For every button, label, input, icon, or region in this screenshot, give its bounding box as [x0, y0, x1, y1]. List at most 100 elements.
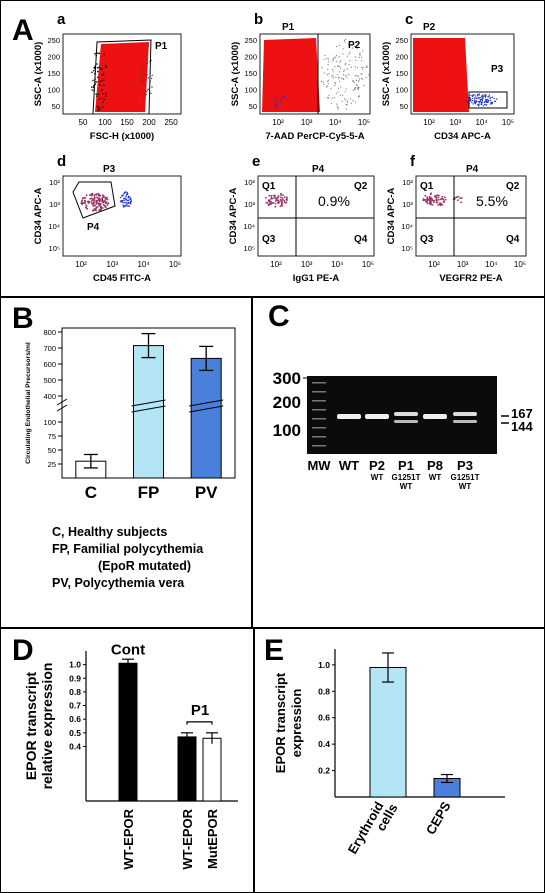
flow-event: [327, 79, 329, 81]
flow-event: [357, 89, 359, 91]
flow-ylabel: SSC-A (x1000): [230, 42, 241, 107]
flow-event: [354, 101, 356, 103]
flow-event: [368, 74, 370, 76]
flow-event: [87, 202, 90, 205]
flow-event: [151, 86, 153, 88]
flow-event: [129, 196, 131, 199]
chart-e-bar: [369, 667, 407, 798]
flow-event: [339, 71, 341, 73]
flow-event: [344, 64, 346, 66]
flow-event: [436, 199, 438, 202]
flow-xtick: 10⁵: [514, 260, 526, 269]
flow-event: [280, 192, 282, 195]
flow-event: [334, 81, 336, 83]
flow-event: [444, 198, 447, 201]
flow-event: [280, 202, 283, 204]
flow-event: [487, 99, 489, 102]
flow-event: [101, 199, 104, 202]
flow-event: [97, 109, 99, 111]
flow-event: [491, 96, 493, 98]
flow-event: [268, 194, 271, 197]
flow-event: [99, 97, 101, 100]
flow-event: [353, 45, 356, 48]
flow-plot-letter: c: [405, 11, 413, 28]
flow-event: [357, 80, 360, 82]
flow-event: [100, 89, 103, 92]
flow-event: [119, 196, 122, 199]
flow-event: [424, 194, 427, 197]
chart-b-ytick-label: 600: [43, 360, 56, 369]
flow-event: [330, 88, 332, 90]
flow-event: [337, 91, 339, 93]
flow-event: [103, 200, 106, 203]
flow-event: [85, 204, 88, 207]
flow-ytick: 10²: [49, 178, 60, 187]
flow-event: [341, 77, 343, 79]
flow-event: [99, 83, 101, 86]
flow-event: [471, 99, 474, 102]
flow-plot-frame: [415, 175, 527, 257]
flow-xlabel: CD45 FITC-A: [93, 273, 151, 284]
flow-event: [335, 76, 337, 78]
flow-event: [426, 196, 428, 199]
flow-event: [282, 194, 284, 197]
flow-event: [101, 80, 103, 82]
flow-event: [470, 94, 472, 97]
flow-event: [106, 202, 109, 204]
flow-event: [350, 66, 352, 68]
flow-event: [479, 99, 481, 101]
flow-event: [276, 104, 279, 106]
flow-event: [104, 199, 107, 201]
flow-plot-c: c P2 P3 10² 10³ 10⁴ 10⁵ 50 100 150 200 250 CD34 APC-…: [381, 11, 515, 142]
flow-event: [338, 44, 341, 46]
flow-event: [146, 89, 149, 91]
flow-event: [101, 74, 104, 76]
flow-event: [437, 204, 440, 206]
flow-event: [96, 206, 99, 208]
flow-event: [125, 201, 127, 204]
flow-event: [483, 95, 485, 98]
flow-ytick: 10⁵: [49, 244, 60, 253]
flow-event: [280, 194, 282, 196]
flow-event: [121, 201, 124, 203]
flow-event: [459, 197, 462, 200]
flow-event: [465, 100, 467, 102]
flow-event: [428, 199, 431, 202]
flow-ytick: 100: [244, 86, 257, 95]
flow-gate-label: Q1: [262, 181, 276, 192]
flow-event: [335, 83, 337, 85]
flow-event: [93, 194, 96, 197]
flow-event: [487, 101, 490, 103]
flow-event: [269, 203, 272, 205]
flow-event: [430, 192, 432, 195]
flow-event: [334, 56, 336, 58]
gel-ladder-band: [312, 436, 326, 438]
flow-event: [93, 66, 96, 69]
flow-event: [90, 197, 92, 200]
flow-event: [127, 199, 130, 201]
flow-event: [343, 39, 346, 42]
flow-event: [327, 80, 329, 82]
flow-event: [362, 78, 364, 80]
chart-b-category: PV: [195, 483, 218, 502]
flow-xtick: 10³: [301, 118, 313, 127]
flow-event: [435, 196, 438, 199]
flow-ytick: 10²: [402, 178, 413, 187]
flow-event: [357, 43, 359, 45]
flow-event: [355, 59, 357, 62]
flow-event: [286, 197, 288, 200]
flow-event: [129, 198, 132, 201]
flow-ytick: 10³: [49, 200, 60, 209]
gel-mw-label: 300: [273, 369, 301, 388]
flow-event: [356, 74, 358, 77]
flow-event: [342, 94, 344, 96]
flow-event: [477, 95, 479, 97]
flow-event: [85, 207, 88, 210]
gel-lane-label: P3: [457, 458, 473, 473]
flow-event: [345, 63, 347, 65]
flow-event: [493, 97, 495, 100]
chart-b-ytick-label: 100: [43, 418, 56, 427]
chart-e-ytick-label: 0.6: [318, 713, 330, 723]
flow-event: [336, 45, 338, 48]
flow-event: [441, 195, 444, 198]
